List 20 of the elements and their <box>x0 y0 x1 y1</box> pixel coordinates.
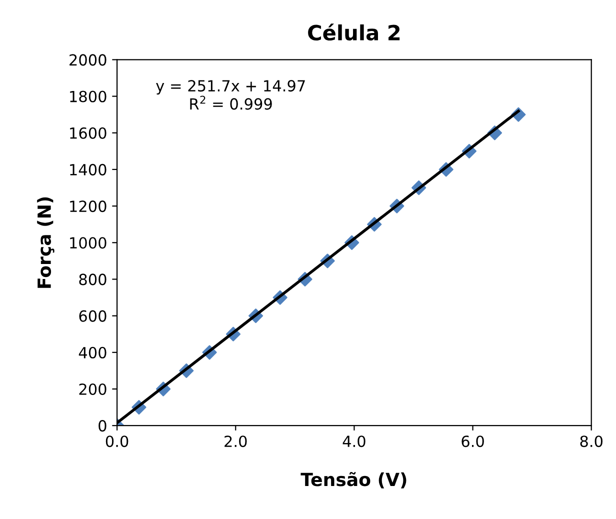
y-axis-title: Força (N) <box>37 197 54 288</box>
y-tick-label: 200 <box>79 383 106 396</box>
chart-title: Célula 2 <box>308 24 400 41</box>
y-tick-label: 1400 <box>70 164 106 176</box>
x-tick-label: 2.0 <box>224 436 247 448</box>
annotation: y = 251.7x + 14.97 R$^{2}$ = 0.999 <box>156 80 305 110</box>
y-tick-label: 2000 <box>70 54 106 66</box>
x-tick-label: 0.0 <box>106 436 128 448</box>
y-tick-label: 1000 <box>70 237 106 249</box>
y-tick-label: 1200 <box>70 200 106 212</box>
x-tick-label: 6.0 <box>462 436 484 448</box>
x-axis-title: Tensão (V) <box>300 472 406 488</box>
y-tick-label: 600 <box>79 310 106 322</box>
x-tick-label: 8.0 <box>580 436 602 448</box>
y-tick-label: 1800 <box>70 90 106 102</box>
y-tick-label: 400 <box>78 346 106 358</box>
y-tick-label: 800 <box>79 274 106 286</box>
y-tick-label: 1600 <box>70 127 106 139</box>
y-tick-label: 0 <box>98 420 106 432</box>
x-tick-label: 4.0 <box>342 436 366 448</box>
